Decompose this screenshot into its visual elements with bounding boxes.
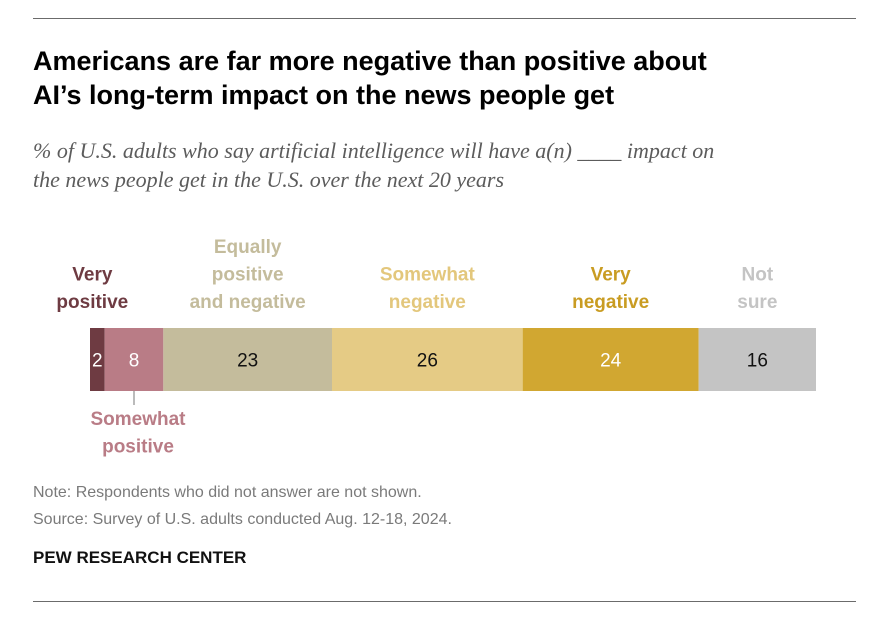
brand-logo-text: PEW RESEARCH CENTER bbox=[33, 548, 247, 567]
category-label-very-positive-line-1: Very bbox=[72, 265, 113, 286]
category-label-somewhat-negative-line-1: Somewhat bbox=[380, 265, 476, 286]
category-label-not-sure-line-2: sure bbox=[737, 292, 777, 313]
bar-segment-very-negative bbox=[522, 328, 699, 391]
chart-subtitle: % of U.S. adults who say artificial inte… bbox=[33, 136, 863, 194]
value-label-somewhat-negative: 26 bbox=[417, 351, 438, 372]
note-text: Note: Respondents who did not answer are… bbox=[33, 484, 422, 501]
chart-title-line-2: AI’s long-term impact on the news people… bbox=[33, 80, 615, 110]
bar-segment-very-positive bbox=[90, 328, 105, 391]
category-label-equally-positive-and-negative-line-1: Equally bbox=[214, 237, 282, 258]
value-label-very-negative: 24 bbox=[600, 351, 622, 372]
chart-subtitle-line-1: % of U.S. adults who say artificial inte… bbox=[33, 138, 715, 163]
value-label-somewhat-positive: 8 bbox=[129, 351, 140, 372]
category-label-somewhat-negative-line-2: negative bbox=[389, 292, 466, 313]
top-rule bbox=[33, 18, 856, 19]
category-label-somewhat-positive-line-2: positive bbox=[102, 437, 174, 458]
bar-segment-not-sure bbox=[698, 328, 816, 391]
category-label-very-positive-line-2: positive bbox=[56, 292, 128, 313]
value-label-equally-positive-and-negative: 23 bbox=[237, 351, 258, 372]
category-label-very-negative-line-1: Very bbox=[591, 265, 632, 286]
category-label-somewhat-positive-line-1: Somewhat bbox=[90, 409, 186, 430]
chart-title: Americans are far more negative than pos… bbox=[33, 44, 853, 112]
bottom-rule bbox=[33, 601, 856, 602]
category-label-not-sure-line-1: Not bbox=[742, 265, 774, 286]
chart-subtitle-line-2: the news people get in the U.S. over the… bbox=[33, 167, 505, 192]
value-label-very-positive: 2 bbox=[92, 351, 103, 372]
category-label-equally-positive-and-negative-line-2: positive bbox=[212, 265, 284, 286]
bar-segment-equally-positive-and-negative bbox=[163, 328, 332, 391]
chart-title-line-1: Americans are far more negative than pos… bbox=[33, 46, 707, 76]
source-text: Source: Survey of U.S. adults conducted … bbox=[33, 511, 452, 528]
category-label-equally-positive-and-negative-line-3: and negative bbox=[190, 292, 306, 313]
stacked-bar-chart: 2 Very positive 8 Somewhat positive 23 Equally p… bbox=[56, 237, 816, 458]
bar-segment-somewhat-negative bbox=[332, 328, 523, 391]
bar-segment-somewhat-positive bbox=[104, 328, 164, 391]
value-label-not-sure: 16 bbox=[747, 351, 768, 372]
category-label-very-negative-line-2: negative bbox=[572, 292, 649, 313]
